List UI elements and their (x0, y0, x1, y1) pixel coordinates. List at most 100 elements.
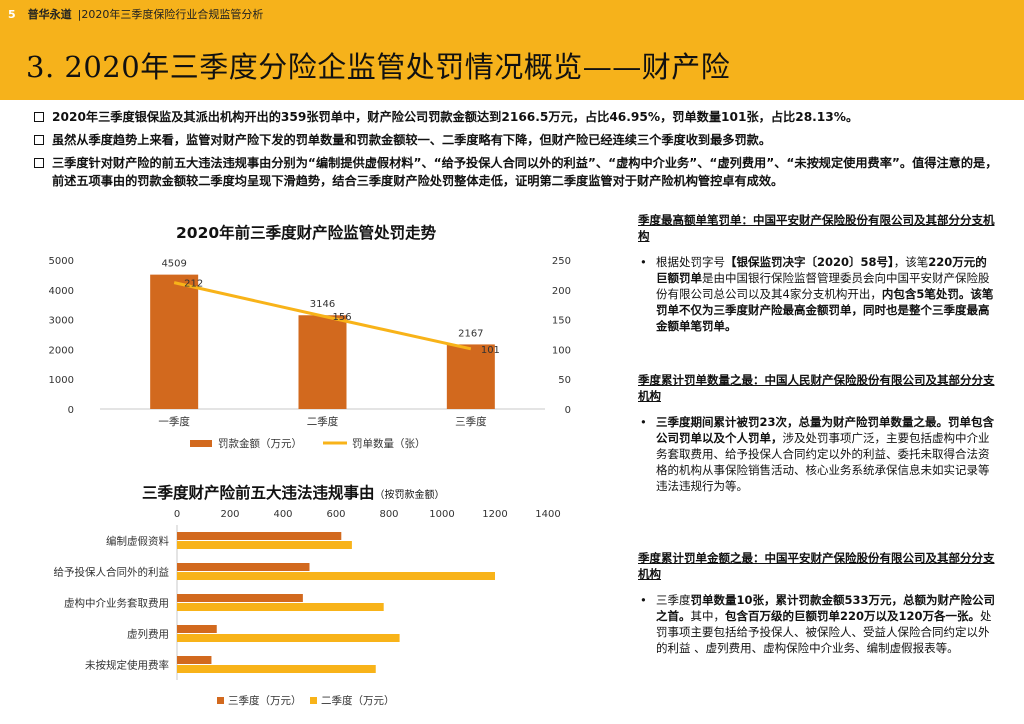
category-label: 编制虚假资料 (106, 535, 169, 548)
left-axis-tick: 0 (68, 405, 74, 416)
bullet-text: 虽然从季度趋势上来看，监管对财产险下发的罚单数量和罚款金额较一、二季度略有下降，… (52, 133, 772, 147)
legend-q2-swatch (310, 697, 317, 704)
checkbox-square-icon (34, 135, 44, 145)
bullet-text: 2020年三季度银保监及其派出机构开出的359张罚单中，财产险公司罚款金额达到2… (52, 110, 859, 124)
category-label: 一季度 (158, 415, 190, 428)
legend-q3-label: 三季度（万元） (228, 694, 302, 707)
category-label: 未按规定使用费率 (85, 659, 169, 672)
bar-q3-amount (177, 532, 342, 540)
left-axis-tick: 1000 (49, 375, 74, 386)
chart2-title-note: （按罚款金额） (374, 490, 445, 501)
bar-q3-amount (177, 594, 303, 602)
x-axis-tick: 600 (326, 509, 345, 520)
section-text-part: 包含百万级的巨额罚单220万以及120万各一张。 (725, 609, 981, 623)
summary-bullet: 虽然从季度趋势上来看，监管对财产险下发的罚单数量和罚款金额较一、二季度略有下降，… (34, 131, 1004, 149)
chart1-title: 2020年前三季度财产险监管处罚走势 (176, 224, 437, 242)
left-axis-tick: 2000 (49, 345, 74, 356)
right-axis-tick: 50 (558, 375, 571, 386)
category-label: 虚构中介业务套取费用 (64, 597, 169, 610)
x-axis-tick: 1000 (429, 509, 454, 520)
x-axis-tick: 400 (273, 509, 292, 520)
bar-q2-amount (177, 603, 384, 611)
section-heading: 季度累计罚单金额之最：中国平安财产保险股份有限公司及其部分分支机构 (638, 551, 995, 581)
right-axis-tick: 150 (552, 316, 571, 327)
legend-q2-label: 二季度（万元） (321, 694, 395, 707)
bar-data-label: 2167 (458, 328, 483, 339)
section-text-part: 其中， (690, 609, 726, 623)
x-axis-tick: 1200 (482, 509, 507, 520)
section-body: • 三季度罚单数量10张，累计罚款金额533万元，总额为财产险公司之首。其中，包含… (638, 592, 998, 656)
quarterly-trend-chart: 5000 4000 3000 2000 1000 0 250 200 150 100 50 0 4509… (49, 256, 571, 450)
section-text-part: 处罚事项主要包括给予投保人、被保险人、受益人保险合同约定以外的利益 、虚列费用、… (656, 609, 992, 655)
checkbox-square-icon (34, 112, 44, 122)
section-text-part: ，该笔 (893, 255, 929, 269)
right-axis-tick: 100 (552, 345, 571, 356)
summary-bullet: 三季度针对财产险的前五大违法违规事由分别为“编制提供虚假材料”、“给予投保人合同… (34, 154, 1004, 190)
bar-q3-amount (177, 563, 310, 571)
bullet-dot-icon: • (640, 593, 647, 607)
bullet-dot-icon: • (640, 255, 647, 269)
section-text-part: 是由中国银行保险监督管理委员会向中国平安财产保险股份有限公司总公司以及其4家分支… (656, 271, 990, 301)
section-text-part: 220万元的巨额罚单 (656, 255, 987, 285)
left-axis-tick: 3000 (49, 316, 74, 327)
category-label: 虚列费用 (127, 628, 169, 641)
legend-q3-swatch (217, 697, 224, 704)
legend-bar-label: 罚款金额（万元） (218, 437, 302, 450)
line-data-label: 212 (184, 279, 203, 290)
bar-q3-amount (177, 625, 217, 633)
bar-fine-amount (150, 274, 199, 409)
line-fine-count (173, 281, 472, 351)
bar-q3-amount (177, 656, 212, 664)
bar-q2-amount (177, 541, 352, 549)
header-subtitle: |2020年三季度保险行业合规监管分析 (77, 8, 264, 21)
section-text-part: 内包含5笔处罚。该笔罚单不仅为三季度财产险最高金额罚单，同时也是整个三季度最高金… (656, 287, 994, 333)
bar-fine-amount (298, 315, 347, 409)
checkbox-square-icon (34, 158, 44, 168)
section-text-part: 涉及处罚事项广泛，主要包括虚构中介业务套取费用、给予投保人合同约定以外的利益、委… (656, 431, 990, 493)
section-text: 三季度期间累计被罚23次，总量为财产险罚单数量之最。罚单包含公司罚单以及个人罚单… (656, 415, 994, 493)
section-text-part: 三季度期间累计被罚23次，总量为财产险罚单数量之最。罚单包含公司罚单以及个人罚单… (656, 415, 994, 445)
header-bar: 5 普华永道 |2020年三季度保险行业合规监管分析 3. 2020年三季度分险企监… (0, 0, 1024, 100)
section-body: • 三季度期间累计被罚23次，总量为财产险罚单数量之最。罚单包含公司罚单以及个人罚… (638, 414, 998, 494)
bullet-dot-icon: • (640, 415, 647, 429)
bar-q2-amount (177, 665, 376, 673)
section-text-part: 罚单数量10张，累计罚款金额533万元，总额为财产险公司之首。 (656, 593, 996, 623)
section-heading: 季度累计罚单数量之最：中国人民财产保险股份有限公司及其部分分支机构 (638, 373, 995, 403)
right-axis-tick: 0 (565, 405, 571, 416)
page-title: 3. 2020年三季度分险企监管处罚情况概览——财产险 (26, 50, 731, 84)
chart2-title: 三季度财产险前五大违法违规事由（按罚款金额） (142, 481, 445, 503)
header-line: 5 普华永道 |2020年三季度保险行业合规监管分析 (8, 6, 263, 22)
bar-data-label: 4509 (161, 259, 186, 270)
category-label: 三季度 (455, 415, 487, 428)
section-text: 三季度罚单数量10张，累计罚款金额533万元，总额为财产险公司之首。其中，包含百… (656, 593, 995, 655)
summary-bullets: 2020年三季度银保监及其派出机构开出的359张罚单中，财产险公司罚款金额达到2… (34, 108, 1004, 195)
line-data-label: 101 (481, 345, 500, 356)
summary-bullet: 2020年三季度银保监及其派出机构开出的359张罚单中，财产险公司罚款金额达到2… (34, 108, 1004, 126)
right-axis-tick: 200 (552, 286, 571, 297)
most-fines-count-section: 季度累计罚单数量之最：中国人民财产保险股份有限公司及其部分分支机构 • 三季度期间… (638, 372, 998, 494)
bullet-text: 三季度针对财产险的前五大违法违规事由分别为“编制提供虚假材料”、“给予投保人合同… (52, 156, 998, 188)
x-axis-tick: 200 (220, 509, 239, 520)
section-text-part: 根据处罚字号 (656, 255, 725, 269)
highest-total-fines-section: 季度累计罚单金额之最：中国平安财产保险股份有限公司及其部分分支机构 • 三季度罚单… (638, 550, 998, 656)
line-data-label: 156 (333, 312, 352, 323)
bar-q2-amount (177, 572, 495, 580)
x-axis-tick: 800 (379, 509, 398, 520)
page-number: 5 (8, 8, 16, 21)
brand-name: 普华永道 (27, 8, 72, 21)
section-text-part: 【银保监罚决字〔2020〕58号】 (725, 255, 894, 269)
x-axis-tick: 1400 (535, 509, 560, 520)
chart2-title-text: 三季度财产险前五大违法违规事由 (142, 484, 375, 502)
section-text: 根据处罚字号【银保监罚决字〔2020〕58号】，该笔220万元的巨额罚单是由中国… (656, 255, 993, 333)
legend-line-label: 罚单数量（张） (352, 437, 426, 450)
category-label: 二季度 (307, 415, 339, 428)
right-axis-tick: 250 (552, 256, 571, 267)
section-heading: 季度最高额单笔罚单：中国平安财产保险股份有限公司及其部分分支机构 (638, 213, 995, 243)
section-body: • 根据处罚字号【银保监罚决字〔2020〕58号】，该笔220万元的巨额罚单是由中… (638, 254, 998, 334)
bar-fine-amount (446, 344, 495, 409)
highest-single-fine-section: 季度最高额单笔罚单：中国平安财产保险股份有限公司及其部分分支机构 • 根据处罚字号… (638, 212, 998, 334)
left-axis-tick: 5000 (49, 256, 74, 267)
category-label: 给予投保人合同外的利益 (54, 566, 170, 579)
x-axis-tick: 0 (174, 509, 180, 520)
bar-data-label: 3146 (310, 299, 335, 310)
